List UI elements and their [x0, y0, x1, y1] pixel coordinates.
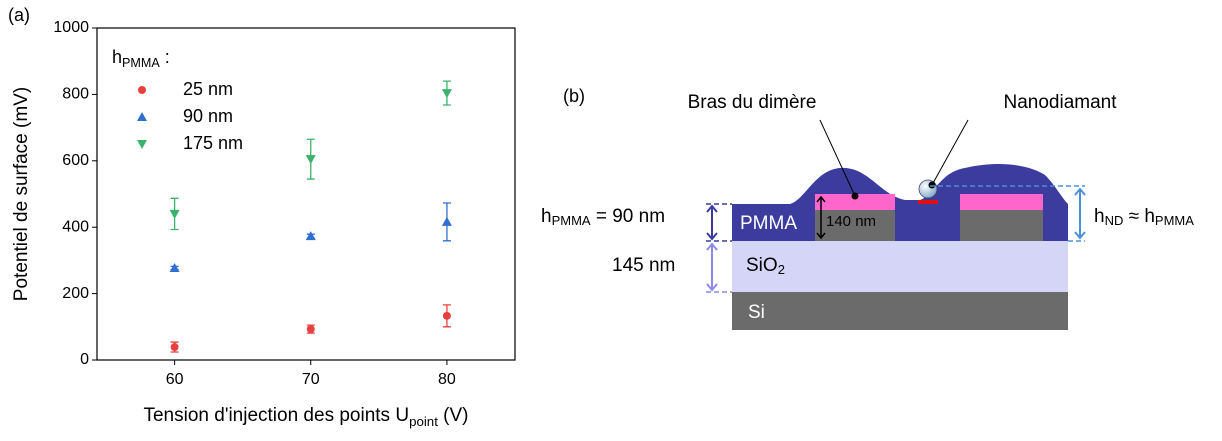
dimension-label: hND ≈ hPMMA — [1094, 206, 1194, 228]
y-tick-label: 400 — [62, 218, 89, 235]
gold-arm — [960, 194, 1043, 210]
legend-label: 90 nm — [183, 106, 233, 126]
x-tick-label: 80 — [438, 371, 456, 388]
layer-label: PMMA — [740, 213, 797, 234]
label-sub: 2 — [778, 262, 785, 277]
marker — [137, 112, 147, 121]
plot-frame — [96, 27, 516, 361]
label-part: SiO — [746, 255, 778, 276]
panel-label: (b) — [563, 86, 585, 106]
marker — [138, 86, 146, 94]
dimension-label: hPMMA = 90 nm — [541, 206, 665, 228]
dimension-arrows — [706, 187, 1086, 292]
arm-base — [960, 210, 1043, 241]
y-tick-label: 1000 — [53, 19, 89, 36]
marker — [169, 263, 180, 273]
callout-text: Nanodiamant — [1003, 92, 1117, 113]
marker — [441, 216, 452, 226]
y-tick-label: 600 — [62, 152, 89, 169]
y-tick-label: 800 — [62, 86, 89, 103]
dashed-guides — [706, 185, 1085, 293]
callout-line — [819, 119, 856, 197]
layer-label: SiO2 — [746, 255, 785, 277]
marker — [306, 325, 315, 334]
si-layer — [732, 292, 1068, 330]
label-sub: PMMA — [122, 56, 160, 70]
dimension-label: 140 nm — [826, 213, 876, 230]
legend-title: hPMMA : — [112, 47, 170, 71]
label-sub: point — [409, 414, 438, 429]
marker — [305, 231, 316, 241]
y-tick-label: 200 — [62, 285, 89, 302]
marker — [169, 209, 180, 219]
x-tick-label: 70 — [302, 371, 320, 388]
callout-line — [931, 119, 969, 186]
callout-dot — [851, 192, 859, 200]
arm-base — [815, 210, 895, 241]
label-part: (V) — [438, 405, 469, 426]
marker — [170, 343, 179, 352]
label-part: h — [1094, 206, 1105, 227]
legend-label: 25 nm — [183, 79, 233, 99]
sio2-layer — [732, 241, 1068, 292]
marker — [441, 89, 452, 99]
label-part: = 90 nm — [591, 206, 665, 227]
label-part: : — [160, 47, 170, 67]
gold-arm — [815, 194, 895, 210]
panel-label: (a) — [8, 5, 30, 25]
label-sub: PMMA — [552, 213, 591, 228]
y-axis-label: Potentiel de surface (mV) — [11, 87, 32, 301]
label-sub: PMMA — [1155, 213, 1194, 228]
legend-label: 175 nm — [183, 133, 243, 153]
diagram: (b) Bras du dimère Nanodiamant hPMMA = 9… — [541, 86, 1194, 330]
marker — [137, 140, 147, 149]
dimension-label: 145 nm — [612, 255, 675, 276]
x-axis-label: Tension d'injection des points Upoint (V… — [143, 405, 468, 429]
layer-label: Si — [748, 302, 765, 323]
marker — [442, 311, 451, 320]
callout-dot — [928, 181, 936, 189]
marker — [305, 155, 316, 165]
label-part: h — [112, 47, 122, 67]
label-part: Tension d'injection des points U — [143, 405, 409, 426]
x-tick-label: 60 — [166, 371, 184, 388]
callout-text: Bras du dimère — [688, 92, 817, 113]
label-sub: ND — [1105, 213, 1124, 228]
label-part: h — [541, 206, 552, 227]
label-part: ≈ h — [1123, 206, 1155, 227]
y-tick-label: 0 — [80, 351, 89, 368]
